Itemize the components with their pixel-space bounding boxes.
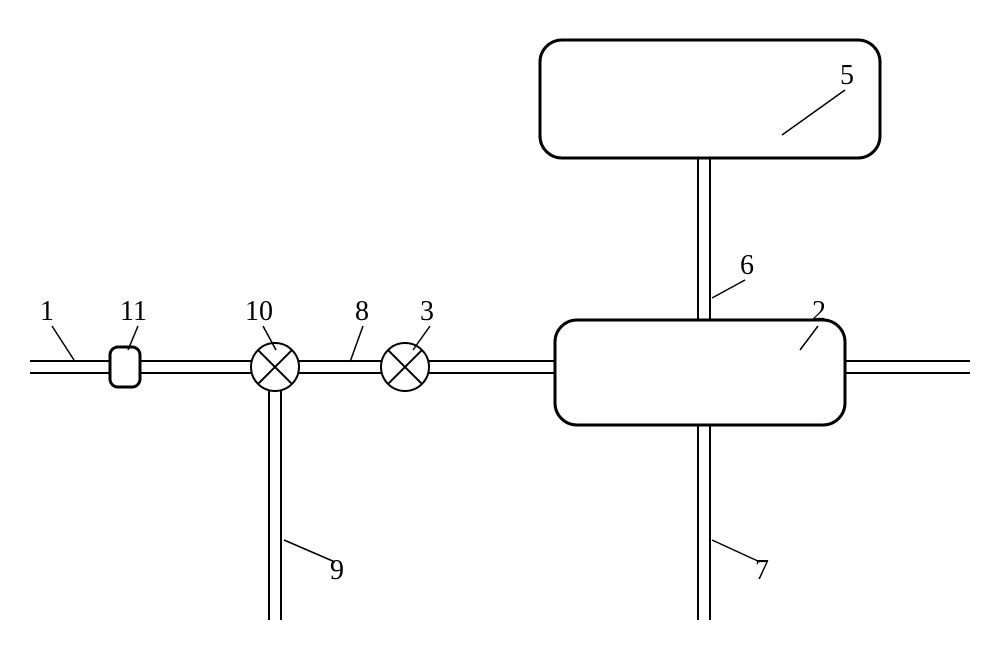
label-2: 2	[812, 296, 826, 328]
label-11: 11	[120, 296, 147, 328]
label-3: 3	[420, 296, 434, 328]
label-8: 8	[355, 296, 369, 328]
label-6: 6	[740, 250, 754, 282]
label-5: 5	[840, 60, 854, 92]
label-1: 1	[40, 296, 54, 328]
label-10: 10	[245, 296, 273, 328]
label-7: 7	[755, 555, 769, 587]
label-9: 9	[330, 555, 344, 587]
schematic-diagram	[0, 0, 1000, 654]
